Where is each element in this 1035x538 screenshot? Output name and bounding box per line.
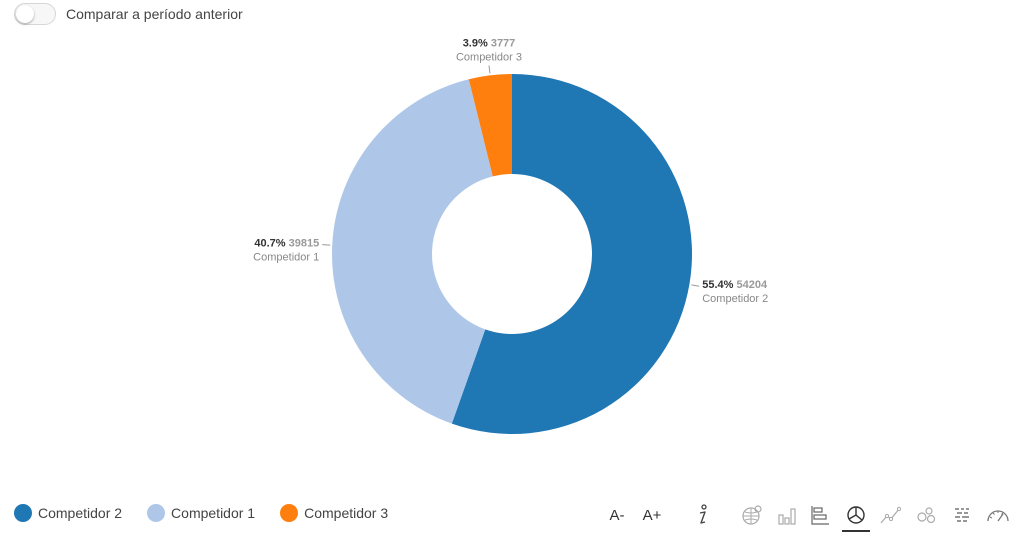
legend-label: Competidor 1 — [171, 505, 256, 521]
chart-legend: Competidor 2 Competidor 1 Competidor 3 — [14, 504, 413, 522]
slice-name-label: Competidor 1 — [253, 252, 319, 264]
slice-value-label: 40.7% 39815 — [254, 238, 319, 250]
slice-name-label: Competidor 2 — [702, 293, 768, 305]
slice-value: 3777 — [488, 37, 516, 49]
heatmap-icon[interactable] — [950, 500, 974, 530]
bubble-chart-icon[interactable] — [914, 500, 938, 530]
slice-value-label: 3.9% 3777 — [463, 37, 516, 49]
slice-competidor-1[interactable] — [332, 79, 493, 424]
slice-percent: 40.7% — [254, 238, 285, 250]
label-leader-line — [691, 284, 700, 287]
legend-item-competidor-2[interactable]: Competidor 2 — [14, 504, 122, 522]
slice-value: 39815 — [286, 238, 320, 250]
slice-percent: 3.9% — [463, 37, 488, 49]
pie-chart-icon[interactable] — [842, 500, 870, 532]
label-leader-line — [488, 65, 491, 74]
line-chart-icon[interactable] — [878, 500, 904, 530]
bar-chart-icon[interactable] — [775, 500, 799, 530]
info-icon[interactable] — [692, 500, 712, 530]
toggle-knob — [16, 5, 34, 23]
font-decrease-button[interactable]: A- — [609, 506, 625, 524]
slice-percent: 55.4% — [702, 279, 733, 291]
compare-toggle-switch[interactable] — [14, 3, 56, 25]
slice-name-label: Competidor 3 — [456, 51, 522, 63]
legend-label: Competidor 2 — [38, 505, 123, 521]
compare-toggle-label: Comparar a período anterior — [66, 6, 243, 22]
slice-value: 54204 — [733, 279, 768, 291]
legend-item-competidor-1[interactable]: Competidor 1 — [147, 504, 255, 522]
legend-swatch — [147, 504, 166, 522]
gauge-icon[interactable] — [984, 500, 1012, 530]
legend-label: Competidor 3 — [304, 505, 389, 521]
donut-chart: 55.4% 54204 Competidor 2 40.7% 39815 Compet… — [253, 37, 768, 434]
slice-value-label: 55.4% 54204 — [702, 279, 768, 291]
slice-competidor-2[interactable] — [451, 74, 693, 434]
slice-competidor-3[interactable] — [468, 74, 512, 177]
horizontal-bar-chart-icon[interactable] — [808, 500, 832, 530]
font-increase-button[interactable]: A+ — [642, 506, 662, 524]
legend-item-competidor-3[interactable]: Competidor 3 — [280, 504, 388, 522]
legend-swatch — [14, 504, 32, 522]
chart-toolbar: A- A+ — [0, 500, 1035, 532]
legend-swatch — [280, 504, 299, 522]
map-chart-icon[interactable] — [740, 500, 764, 530]
compare-toggle-row: Comparar a período anterior — [14, 3, 243, 25]
